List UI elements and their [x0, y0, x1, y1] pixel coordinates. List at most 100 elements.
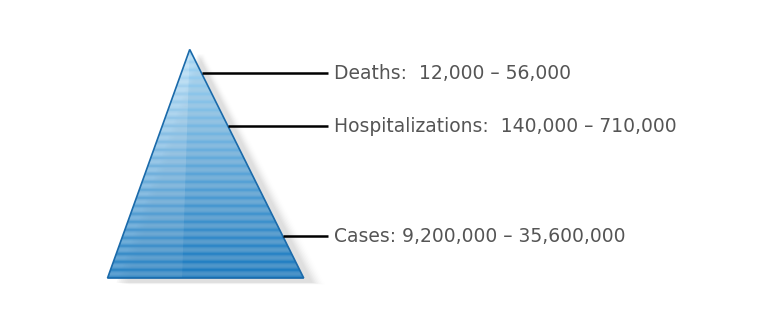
Polygon shape [156, 144, 238, 145]
Polygon shape [183, 68, 200, 69]
Polygon shape [187, 52, 190, 55]
Polygon shape [170, 102, 217, 103]
Polygon shape [186, 59, 195, 60]
Polygon shape [118, 248, 289, 250]
Polygon shape [122, 235, 183, 238]
Polygon shape [145, 172, 186, 175]
Polygon shape [131, 213, 272, 214]
Polygon shape [182, 70, 189, 72]
Polygon shape [139, 191, 261, 192]
Polygon shape [126, 224, 278, 225]
Polygon shape [145, 173, 252, 174]
Polygon shape [164, 119, 225, 120]
Polygon shape [120, 241, 286, 243]
Polygon shape [108, 275, 303, 276]
Polygon shape [147, 167, 249, 168]
Polygon shape [163, 123, 227, 124]
Polygon shape [114, 258, 295, 260]
Polygon shape [158, 136, 234, 137]
Polygon shape [152, 154, 243, 156]
Polygon shape [149, 161, 186, 164]
Polygon shape [176, 85, 208, 86]
Polygon shape [135, 201, 266, 203]
Polygon shape [110, 271, 301, 272]
Polygon shape [131, 210, 184, 212]
Polygon shape [127, 223, 277, 224]
Polygon shape [185, 62, 197, 63]
Polygon shape [149, 164, 247, 165]
Polygon shape [142, 181, 185, 184]
Polygon shape [150, 158, 245, 159]
Polygon shape [143, 177, 254, 179]
Polygon shape [122, 237, 284, 238]
Polygon shape [156, 143, 237, 144]
Polygon shape [166, 112, 221, 113]
Polygon shape [121, 240, 286, 241]
Polygon shape [117, 252, 291, 253]
Polygon shape [149, 163, 247, 164]
Polygon shape [128, 220, 276, 221]
Polygon shape [160, 130, 230, 131]
Polygon shape [150, 159, 245, 160]
Polygon shape [129, 217, 274, 218]
Polygon shape [158, 135, 187, 138]
Polygon shape [145, 174, 252, 175]
Polygon shape [119, 244, 287, 245]
Polygon shape [142, 181, 256, 182]
Polygon shape [144, 176, 254, 177]
Polygon shape [173, 95, 188, 98]
Polygon shape [147, 166, 248, 167]
Polygon shape [157, 139, 235, 140]
Polygon shape [111, 268, 299, 269]
Polygon shape [135, 198, 185, 201]
Polygon shape [154, 147, 238, 148]
Polygon shape [173, 95, 213, 96]
Polygon shape [132, 210, 270, 211]
Polygon shape [137, 196, 263, 197]
Polygon shape [167, 110, 221, 111]
Polygon shape [180, 75, 189, 78]
Polygon shape [113, 262, 296, 263]
Polygon shape [110, 270, 300, 271]
Polygon shape [156, 141, 187, 144]
Polygon shape [180, 74, 203, 76]
Polygon shape [131, 212, 271, 213]
Polygon shape [169, 107, 219, 108]
Polygon shape [187, 55, 190, 58]
Polygon shape [183, 69, 200, 70]
Polygon shape [161, 127, 187, 130]
Polygon shape [171, 101, 216, 102]
Polygon shape [174, 91, 211, 92]
Polygon shape [154, 147, 187, 150]
Polygon shape [127, 222, 276, 223]
Polygon shape [162, 124, 187, 127]
Polygon shape [168, 109, 220, 110]
Polygon shape [143, 175, 186, 178]
Polygon shape [146, 171, 251, 172]
Polygon shape [179, 78, 204, 79]
Polygon shape [176, 88, 210, 90]
Polygon shape [167, 111, 221, 112]
Polygon shape [148, 164, 186, 167]
Polygon shape [137, 192, 185, 195]
Polygon shape [160, 130, 187, 132]
Polygon shape [146, 170, 250, 171]
Polygon shape [110, 270, 183, 272]
Polygon shape [138, 194, 262, 195]
Polygon shape [189, 50, 190, 52]
Polygon shape [149, 161, 246, 163]
Polygon shape [144, 175, 253, 176]
Polygon shape [178, 81, 206, 83]
Polygon shape [177, 84, 207, 85]
Polygon shape [184, 63, 197, 64]
Polygon shape [134, 201, 185, 204]
Polygon shape [189, 51, 191, 52]
Polygon shape [152, 152, 241, 154]
Polygon shape [185, 61, 196, 62]
Polygon shape [166, 116, 224, 117]
Polygon shape [125, 227, 183, 230]
Polygon shape [152, 152, 187, 155]
Polygon shape [139, 189, 260, 190]
Polygon shape [124, 232, 282, 234]
Text: Deaths:  12,000 – 56,000: Deaths: 12,000 – 56,000 [334, 64, 570, 83]
